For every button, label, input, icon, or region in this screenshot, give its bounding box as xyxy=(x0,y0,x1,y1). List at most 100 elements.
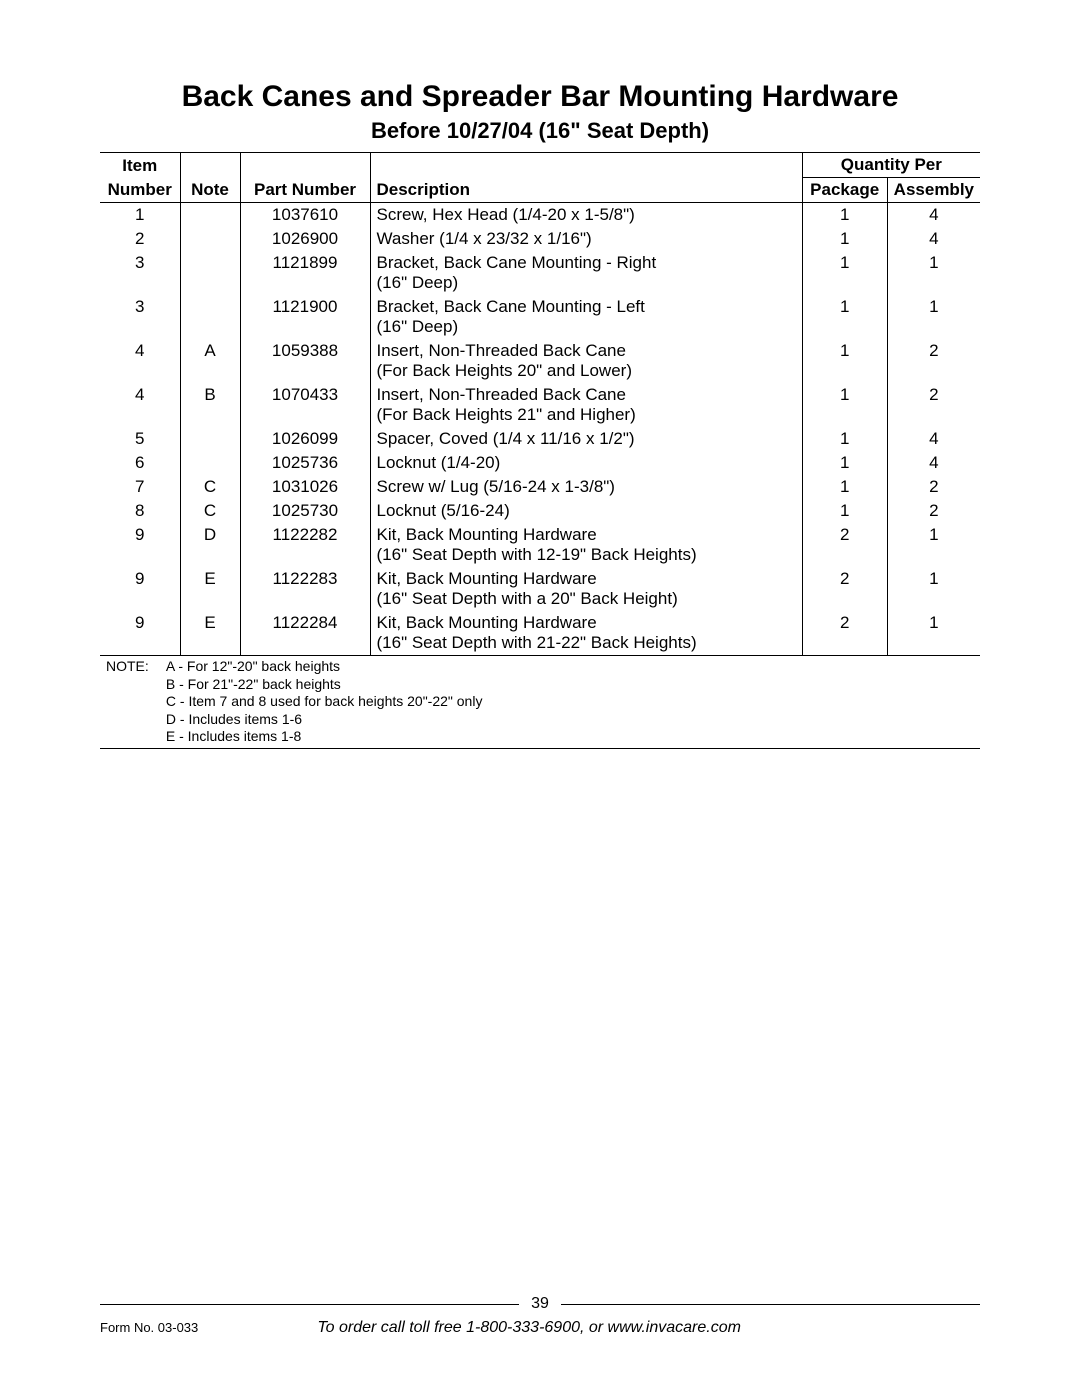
cell-part: 1025730 xyxy=(240,499,370,523)
cell-note: C xyxy=(180,499,240,523)
form-number: Form No. 03-033 xyxy=(100,1320,198,1335)
cell-note: B xyxy=(180,383,240,427)
cell-part: 1025736 xyxy=(240,451,370,475)
cell-pkg: 1 xyxy=(802,475,887,499)
cell-desc: Locknut (5/16-24) xyxy=(370,499,802,523)
cell-pkg: 1 xyxy=(802,339,887,383)
cell-asm: 4 xyxy=(887,203,980,228)
cell-part: 1122283 xyxy=(240,567,370,611)
footer-rule-left xyxy=(100,1304,519,1305)
table-row: 4A1059388Insert, Non-Threaded Back Cane(… xyxy=(100,339,980,383)
cell-pkg: 2 xyxy=(802,523,887,567)
cell-note xyxy=(180,451,240,475)
hdr-item-l1: Item xyxy=(100,153,180,178)
cell-note: A xyxy=(180,339,240,383)
cell-note xyxy=(180,251,240,295)
table-row: 9E1122283Kit, Back Mounting Hardware(16"… xyxy=(100,567,980,611)
cell-pkg: 1 xyxy=(802,383,887,427)
cell-desc: Insert, Non-Threaded Back Cane(For Back … xyxy=(370,383,802,427)
cell-item: 9 xyxy=(100,567,180,611)
cell-desc: Screw, Hex Head (1/4-20 x 1-5/8") xyxy=(370,203,802,228)
cell-item: 9 xyxy=(100,611,180,656)
cell-note: C xyxy=(180,475,240,499)
cell-asm: 1 xyxy=(887,611,980,656)
notes-body: A - For 12"-20" back heightsB - For 21"-… xyxy=(166,658,483,746)
table-row: 5 1026099Spacer, Coved (1/4 x 11/16 x 1/2… xyxy=(100,427,980,451)
cell-asm: 1 xyxy=(887,523,980,567)
cell-part: 1122284 xyxy=(240,611,370,656)
cell-part: 1026099 xyxy=(240,427,370,451)
hdr-part-blank xyxy=(240,153,370,178)
cell-desc: Bracket, Back Cane Mounting - Right(16" … xyxy=(370,251,802,295)
cell-pkg: 1 xyxy=(802,203,887,228)
cell-item: 9 xyxy=(100,523,180,567)
hdr-desc: Description xyxy=(370,178,802,203)
hdr-note: Note xyxy=(180,178,240,203)
cell-asm: 2 xyxy=(887,499,980,523)
cell-pkg: 2 xyxy=(802,567,887,611)
cell-item: 5 xyxy=(100,427,180,451)
cell-pkg: 2 xyxy=(802,611,887,656)
notes-label: NOTE: xyxy=(106,658,162,676)
cell-part: 1122282 xyxy=(240,523,370,567)
cell-desc: Locknut (1/4-20) xyxy=(370,451,802,475)
hdr-part: Part Number xyxy=(240,178,370,203)
cell-part: 1059388 xyxy=(240,339,370,383)
page-subtitle: Before 10/27/04 (16" Seat Depth) xyxy=(100,118,980,144)
cell-pkg: 1 xyxy=(802,451,887,475)
table-row: 4B1070433Insert, Non-Threaded Back Cane(… xyxy=(100,383,980,427)
page-footer: 39 Form No. 03-033 To order call toll fr… xyxy=(100,1295,980,1337)
table-notes: NOTE: A - For 12"-20" back heightsB - Fo… xyxy=(100,656,980,749)
cell-note: D xyxy=(180,523,240,567)
cell-pkg: 1 xyxy=(802,427,887,451)
cell-desc: Washer (1/4 x 23/32 x 1/16") xyxy=(370,227,802,251)
cell-item: 8 xyxy=(100,499,180,523)
cell-item: 4 xyxy=(100,383,180,427)
order-info: To order call toll free 1-800-333-6900, … xyxy=(317,1319,741,1337)
page-title: Back Canes and Spreader Bar Mounting Har… xyxy=(100,80,980,114)
cell-item: 2 xyxy=(100,227,180,251)
cell-desc: Insert, Non-Threaded Back Cane(For Back … xyxy=(370,339,802,383)
cell-desc: Kit, Back Mounting Hardware(16" Seat Dep… xyxy=(370,567,802,611)
cell-desc: Kit, Back Mounting Hardware(16" Seat Dep… xyxy=(370,523,802,567)
cell-note xyxy=(180,427,240,451)
table-row: 7C1031026Screw w/ Lug (5/16-24 x 1-3/8")… xyxy=(100,475,980,499)
hdr-note-blank xyxy=(180,153,240,178)
table-row: 3 1121899Bracket, Back Cane Mounting - Ri… xyxy=(100,251,980,295)
cell-item: 4 xyxy=(100,339,180,383)
cell-desc: Bracket, Back Cane Mounting - Left(16" D… xyxy=(370,295,802,339)
cell-asm: 4 xyxy=(887,427,980,451)
table-row: 31121900Bracket, Back Cane Mounting - Le… xyxy=(100,295,980,339)
cell-asm: 2 xyxy=(887,383,980,427)
hdr-asm: Assembly xyxy=(887,178,980,203)
cell-asm: 4 xyxy=(887,227,980,251)
hdr-pkg: Package xyxy=(802,178,887,203)
cell-pkg: 1 xyxy=(802,499,887,523)
cell-pkg: 1 xyxy=(802,251,887,295)
cell-note xyxy=(180,203,240,228)
cell-note: E xyxy=(180,567,240,611)
cell-asm: 2 xyxy=(887,339,980,383)
cell-part: 1037610 xyxy=(240,203,370,228)
cell-note: E xyxy=(180,611,240,656)
hdr-desc-blank xyxy=(370,153,802,178)
cell-desc: Kit, Back Mounting Hardware(16" Seat Dep… xyxy=(370,611,802,656)
hdr-item-l2: Number xyxy=(100,178,180,203)
cell-pkg: 1 xyxy=(802,227,887,251)
table-row: 21026900Washer (1/4 x 23/32 x 1/16")14 xyxy=(100,227,980,251)
table-row: 61025736Locknut (1/4-20)14 xyxy=(100,451,980,475)
hdr-qty-span: Quantity Per xyxy=(802,153,980,178)
cell-item: 3 xyxy=(100,295,180,339)
cell-item: 6 xyxy=(100,451,180,475)
parts-table: Item Quantity Per Number Note Part Numbe… xyxy=(100,152,980,749)
cell-part: 1121899 xyxy=(240,251,370,295)
page-number: 39 xyxy=(519,1295,561,1313)
footer-rule-right xyxy=(561,1304,980,1305)
cell-item: 3 xyxy=(100,251,180,295)
cell-asm: 1 xyxy=(887,251,980,295)
cell-desc: Spacer, Coved (1/4 x 11/16 x 1/2") xyxy=(370,427,802,451)
cell-pkg: 1 xyxy=(802,295,887,339)
cell-asm: 1 xyxy=(887,295,980,339)
cell-asm: 1 xyxy=(887,567,980,611)
cell-item: 7 xyxy=(100,475,180,499)
